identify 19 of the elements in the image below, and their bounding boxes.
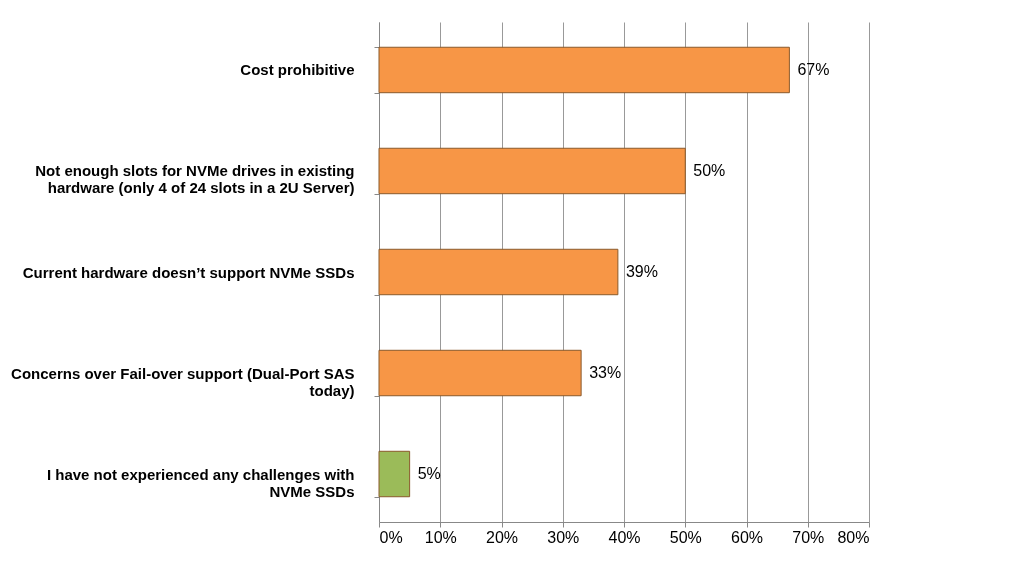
y-tick-label: Cost prohibitive	[240, 61, 355, 79]
data-label: 50%	[693, 161, 726, 179]
data-label: 33%	[589, 364, 622, 382]
x-tick-label: 40%	[608, 528, 641, 546]
x-tick-label: 70%	[792, 528, 825, 546]
data-label: 5%	[417, 465, 441, 483]
data-label: 39%	[625, 263, 658, 280]
x-tick-label: 30%	[547, 528, 580, 546]
x-tick-label: 50%	[669, 528, 702, 546]
x-tick-label: 20%	[485, 528, 519, 546]
x-tick-label: 60%	[730, 528, 764, 546]
x-tick-label: 0%	[379, 528, 403, 546]
x-tick-label: 10%	[424, 528, 457, 546]
y-tick-label: Current hardware doesn’t support NVMe SSDs	[22, 263, 355, 281]
y-tick-label: Concerns over Fail-over support (Dual-Port SAS today)	[11, 364, 355, 399]
y-tick-label: I have not experienced any challenges with NVMe SSDs	[46, 465, 355, 500]
x-tick-label: 80%	[837, 528, 870, 546]
data-label: 67%	[797, 60, 830, 78]
y-tick-label: Not enough slots for NVMe drives in existing hardware (only 4 of 24 slots in a 2U Server)	[35, 162, 355, 197]
